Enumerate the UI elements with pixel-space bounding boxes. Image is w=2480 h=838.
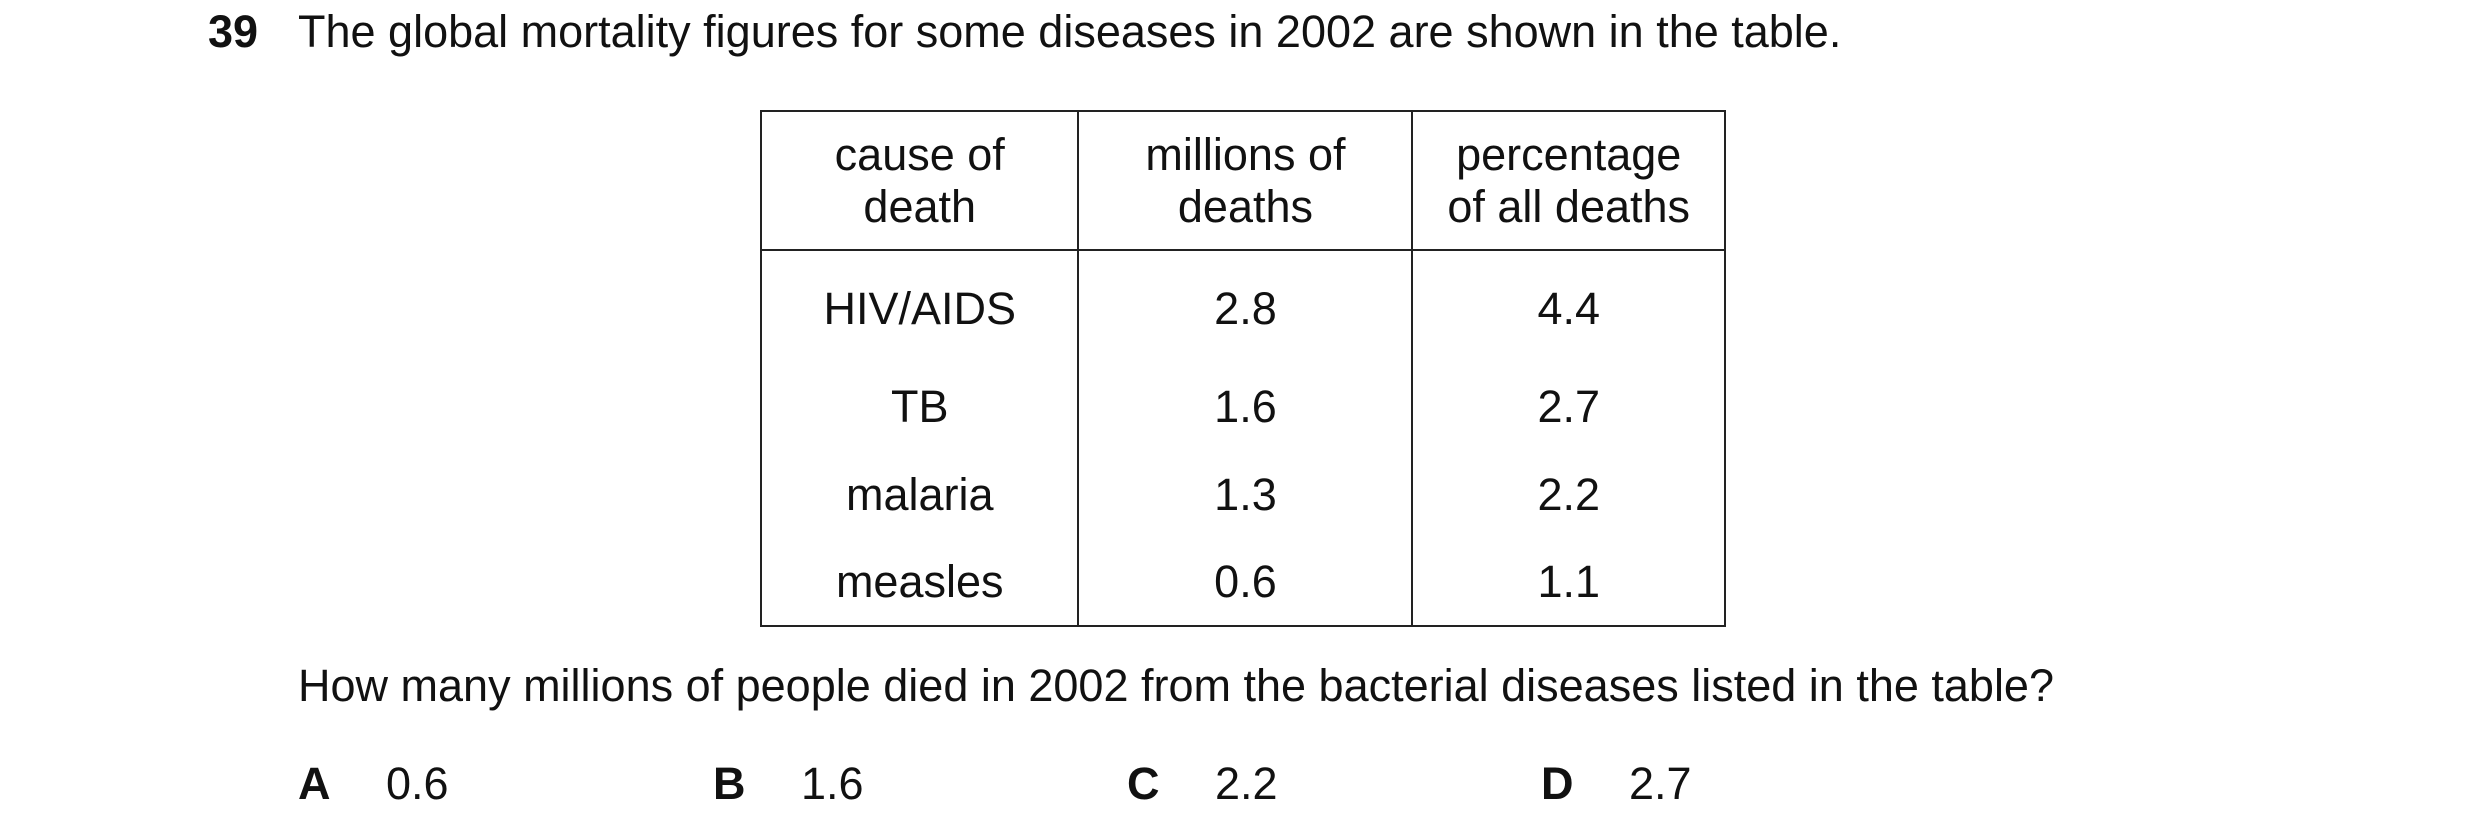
option-letter: C (1127, 758, 1160, 809)
cell-percentage: 2.7 (1411, 363, 1726, 451)
cell-millions: 1.3 (1077, 451, 1414, 539)
cell-millions: 2.8 (1077, 250, 1414, 363)
header-percentage-of-all-deaths: percentage of all deaths (1411, 110, 1726, 251)
header-cause-of-death: cause of death (759, 110, 1080, 251)
table-row: measles 0.6 1.1 (759, 539, 1726, 627)
option-value: 2.2 (1215, 758, 1278, 809)
table-row: HIV/AIDS 2.8 4.4 (759, 250, 1726, 363)
table-row: malaria 1.3 2.2 (759, 451, 1726, 539)
cell-percentage: 2.2 (1411, 451, 1726, 539)
option-value: 2.7 (1629, 758, 1692, 809)
cell-cause: malaria (759, 451, 1080, 539)
option-value: 0.6 (386, 758, 449, 809)
cell-cause: measles (759, 539, 1080, 627)
cell-millions: 1.6 (1077, 363, 1414, 451)
table-header-row: cause of death millions of deaths percen… (759, 110, 1726, 251)
option-letter: A (298, 758, 331, 809)
header-millions-of-deaths: millions of deaths (1077, 110, 1414, 251)
question-prompt: How many millions of people died in 2002… (298, 660, 2054, 711)
option-letter: B (713, 758, 746, 809)
cell-cause: TB (759, 363, 1080, 451)
option-c[interactable]: C 2.2 (1127, 756, 1278, 812)
cell-cause: HIV/AIDS (759, 250, 1080, 363)
cell-percentage: 1.1 (1411, 539, 1726, 627)
cell-millions: 0.6 (1077, 539, 1414, 627)
option-value: 1.6 (801, 758, 864, 809)
question-stem: The global mortality figures for some di… (298, 6, 1842, 57)
question-number: 39 (208, 6, 259, 57)
cell-percentage: 4.4 (1411, 250, 1726, 363)
option-d[interactable]: D 2.7 (1541, 756, 1692, 812)
option-letter: D (1541, 758, 1574, 809)
table-row: TB 1.6 2.7 (759, 363, 1726, 451)
option-b[interactable]: B 1.6 (713, 756, 864, 812)
option-a[interactable]: A 0.6 (298, 756, 449, 812)
mortality-table: cause of death millions of deaths percen… (759, 110, 1726, 627)
